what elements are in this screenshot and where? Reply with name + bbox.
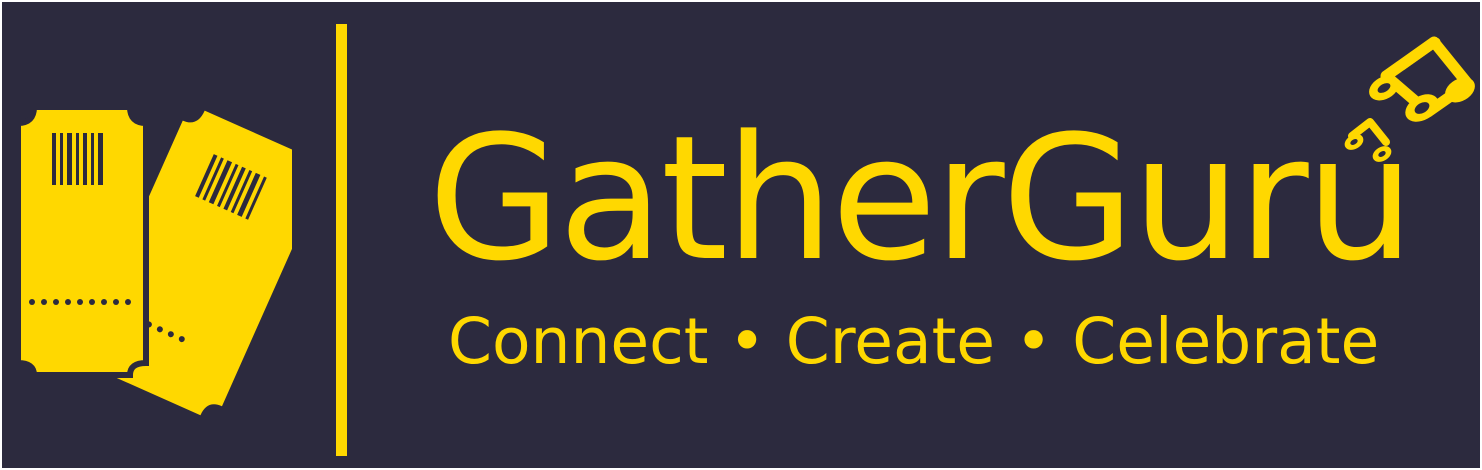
tagline: Connect • Create • Celebrate [448, 305, 1380, 378]
event-tickets-icon [15, 104, 292, 416]
brand-name: GatherGuru [428, 98, 1415, 299]
music-notes-icon [1344, 36, 1475, 162]
vertical-divider [336, 24, 347, 456]
